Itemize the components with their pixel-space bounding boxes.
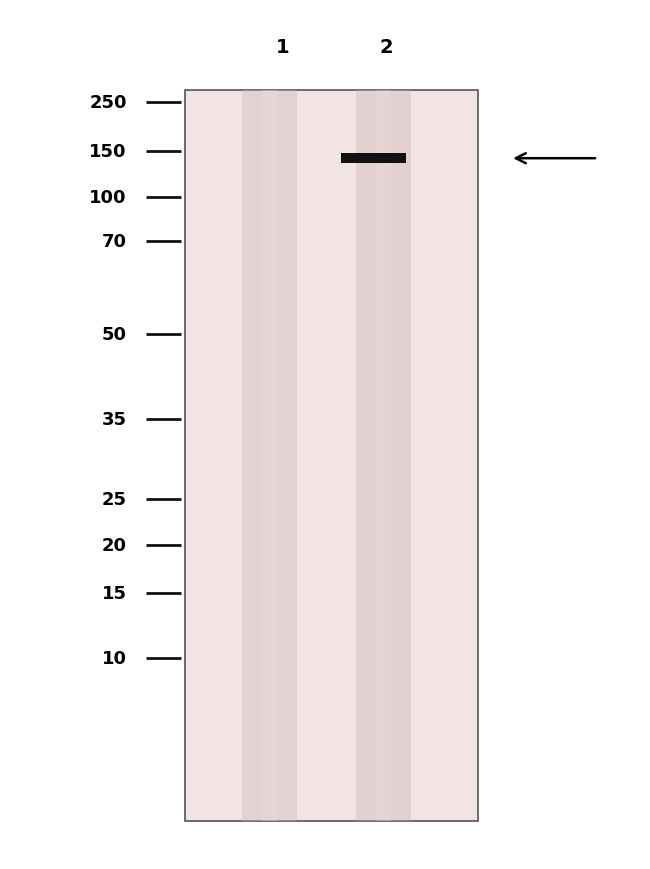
Bar: [356, 91, 411, 821]
Text: 1: 1: [276, 38, 289, 57]
Text: 25: 25: [102, 491, 127, 508]
Bar: [262, 91, 278, 821]
Bar: [185, 91, 478, 821]
Text: 10: 10: [102, 650, 127, 667]
Bar: [242, 91, 298, 821]
Bar: [376, 91, 391, 821]
Text: 50: 50: [102, 326, 127, 343]
Text: 15: 15: [102, 585, 127, 602]
Text: 250: 250: [89, 94, 127, 111]
Text: 2: 2: [380, 38, 393, 57]
Text: 100: 100: [89, 189, 127, 207]
Text: 20: 20: [102, 537, 127, 554]
Text: 35: 35: [102, 411, 127, 428]
Bar: [341, 154, 406, 163]
Text: 70: 70: [102, 233, 127, 250]
Text: 150: 150: [89, 143, 127, 161]
